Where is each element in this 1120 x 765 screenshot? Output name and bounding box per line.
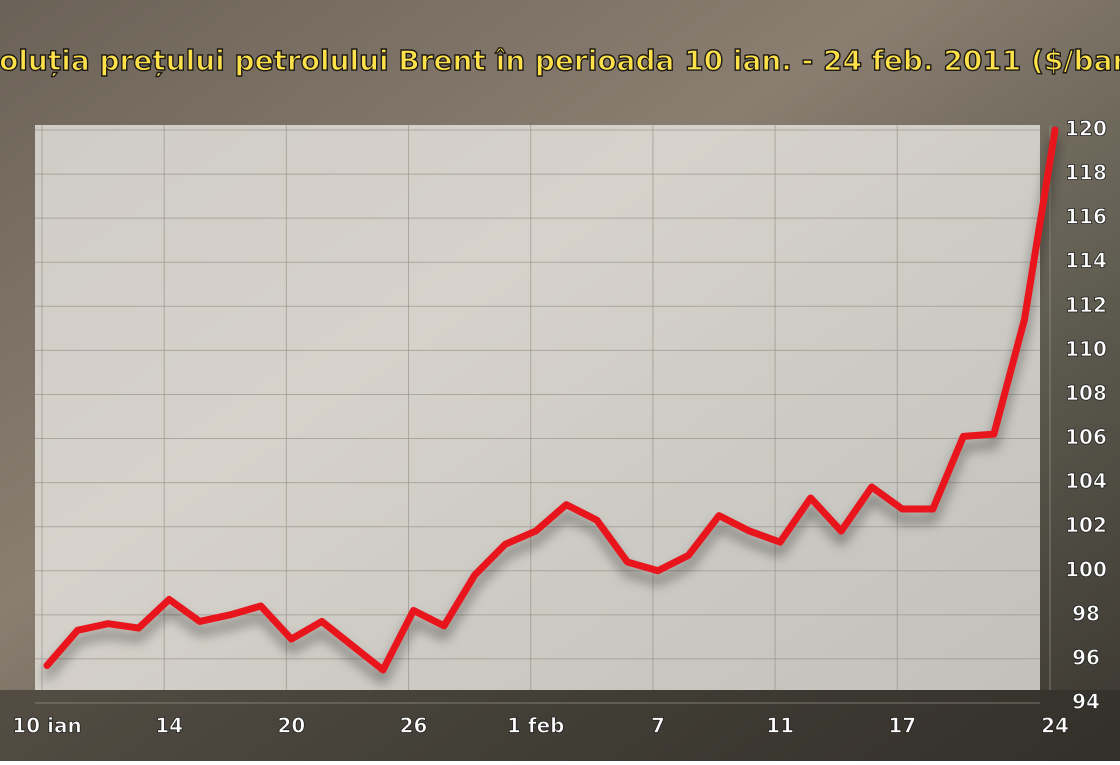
y-tick-label: 120	[1065, 117, 1107, 141]
y-tick-label: 106	[1065, 425, 1107, 449]
x-tick-label: 10 ian	[12, 714, 81, 738]
x-tick-label: 17	[888, 714, 916, 738]
chart-title: Evoluția prețului petrolului Brent în pe…	[0, 44, 1120, 77]
y-tick-label: 102	[1065, 513, 1107, 537]
y-tick-label: 94	[1072, 690, 1100, 714]
y-tick-label: 118	[1065, 161, 1107, 185]
x-tick-label: 7	[651, 714, 665, 738]
y-tick-label: 98	[1072, 601, 1100, 625]
y-tick-label: 116	[1065, 205, 1107, 229]
y-tick-label: 114	[1065, 249, 1107, 273]
y-tick-label: 96	[1072, 645, 1100, 669]
x-tick-label: 26	[400, 714, 428, 738]
x-tick-label: 20	[277, 714, 305, 738]
y-tick-label: 108	[1065, 381, 1107, 405]
x-tick-label: 1 feb	[507, 714, 564, 738]
x-tick-label: 14	[155, 714, 183, 738]
chart: Evoluția prețului petrolului Brent în pe…	[0, 0, 1120, 761]
y-tick-label: 112	[1065, 293, 1107, 317]
y-tick-label: 110	[1065, 337, 1107, 361]
y-tick-label: 104	[1065, 469, 1107, 493]
x-tick-label: 24	[1041, 714, 1069, 738]
x-tick-label: 11	[766, 714, 794, 738]
plot-panel	[35, 125, 1040, 690]
y-tick-label: 100	[1065, 557, 1107, 581]
